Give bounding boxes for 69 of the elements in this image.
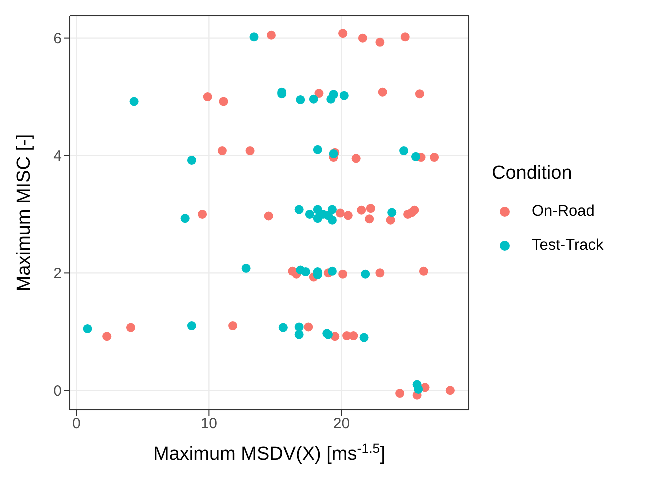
point [228,322,238,331]
point [180,214,190,224]
point [329,90,338,100]
legend-title: Condition [492,163,574,185]
x-tick-label: 20 [333,416,350,433]
point [366,204,376,214]
point [344,211,353,220]
y-tick-label: 0 [54,382,62,400]
point [83,324,92,334]
point [187,156,196,165]
point [357,206,366,215]
point [400,32,410,42]
point [301,268,310,277]
point [102,332,112,342]
point [365,214,374,224]
point [415,90,424,99]
point [309,94,318,104]
point [250,32,259,42]
point [328,266,337,276]
point [419,266,428,276]
y-tick-label: 2 [54,266,62,283]
point [198,210,208,219]
point [203,92,212,102]
y-axis-title: Maximum MISC [-] [14,134,35,292]
point [264,212,274,221]
x-tick-label: 10 [200,416,218,433]
point [314,89,324,98]
point [218,146,227,156]
x-axis-title: Maximum MSDV(X) [ms$^{-1.5}$] [154,440,386,465]
point [266,30,276,40]
point [313,145,322,154]
point [294,322,304,332]
point [430,153,440,162]
point [408,208,416,218]
point [400,146,409,156]
point [246,146,255,156]
point [340,91,349,100]
y-tick-label: 6 [54,30,62,48]
x-tick-label: 0 [72,416,81,433]
point [386,216,396,225]
y-tick-label: 4 [54,148,62,166]
point [411,152,420,162]
point [349,332,358,341]
point [296,95,306,104]
legend-label: Test-Track [532,237,604,255]
point [187,322,196,331]
point [396,389,405,398]
point [376,38,385,47]
point [294,205,304,214]
point [338,29,348,38]
point [338,270,348,279]
point [219,97,228,106]
point [446,386,455,396]
point [388,208,397,218]
point [378,88,388,97]
point [336,208,345,218]
point [358,34,368,43]
point [361,270,370,279]
point [352,154,361,164]
point [126,323,136,332]
point [242,264,251,273]
point [294,330,304,340]
point [305,210,314,219]
legend-label: On-Road [532,203,595,221]
point [376,268,385,278]
point [278,323,288,332]
point [130,97,139,106]
point [360,333,369,342]
point [304,322,314,332]
